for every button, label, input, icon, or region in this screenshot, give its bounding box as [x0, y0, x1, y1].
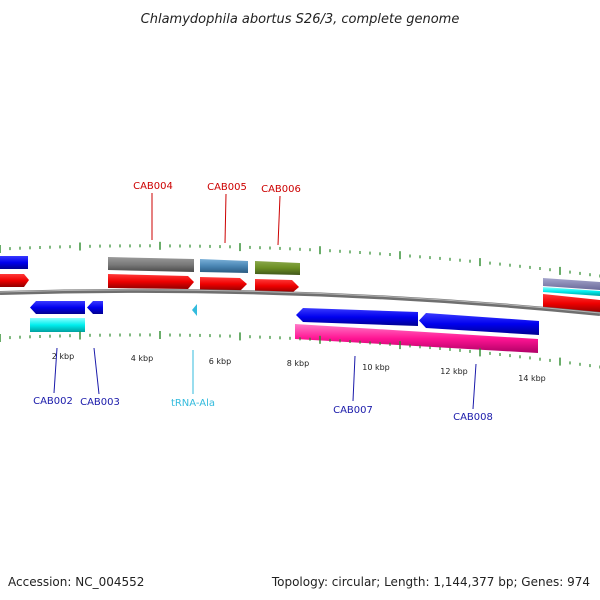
leader-line-cab006: [277, 195, 281, 246]
leader-line-cab002: [53, 347, 58, 394]
gene-label-trna-ala[interactable]: tRNA-Ala: [171, 398, 215, 409]
gene-arrow-cab007[interactable]: [296, 308, 418, 326]
gene-label-cab002[interactable]: CAB002: [33, 396, 73, 407]
gene-block-right-lavender[interactable]: [543, 278, 600, 290]
gene-block-cab002-cyan[interactable]: [30, 318, 85, 332]
gene-label-cab004[interactable]: CAB004: [133, 181, 173, 192]
bottom-feature-track: [30, 301, 539, 353]
gene-arrow-cab004[interactable]: [108, 274, 194, 289]
scale-label-8kbp: 8 kbp: [287, 359, 309, 368]
top-feature-track: [0, 256, 600, 313]
scale-label-4kbp: 4 kbp: [131, 354, 153, 363]
gene-label-cab006[interactable]: CAB006: [261, 184, 301, 195]
gene-block-cab006-olive[interactable]: [255, 261, 300, 275]
map-title: Chlamydophila abortus S26/3, complete ge…: [141, 12, 460, 27]
leader-line-cab008: [472, 363, 477, 410]
accession-text: Accession: NC_004552: [8, 575, 144, 589]
trna-ala-marker[interactable]: [192, 304, 197, 316]
gene-block-cab004-gray[interactable]: [108, 257, 194, 272]
gene-label-cab008[interactable]: CAB008: [453, 412, 493, 423]
gene-block-cab007-pink[interactable]: [295, 324, 538, 353]
gene-block-cab005-steel[interactable]: [200, 259, 248, 273]
gene-arrow-cab008[interactable]: [419, 313, 539, 335]
leader-line-cab007: [352, 355, 356, 402]
gene-label-cab007[interactable]: CAB007: [333, 405, 373, 416]
gene-label-cab005[interactable]: CAB005: [207, 182, 247, 193]
leader-line-cab005: [224, 193, 227, 244]
gene-arrow-left-edge-red[interactable]: [0, 274, 29, 287]
bottom-gene-labels: CAB002 CAB003 tRNA-Ala CAB007 CAB008: [33, 347, 493, 423]
gene-label-cab003[interactable]: CAB003: [80, 397, 120, 408]
gene-arrow-cab005[interactable]: [200, 277, 247, 291]
scale-labels: 2 kbp 4 kbp 6 kbp 8 kbp 10 kbp 12 kbp 14…: [52, 352, 546, 383]
gene-arrow-cab006[interactable]: [255, 279, 299, 293]
scale-label-10kbp: 10 kbp: [362, 363, 390, 372]
gene-arrow-left-edge-blue[interactable]: [0, 256, 28, 269]
scale-label-12kbp: 12 kbp: [440, 367, 468, 376]
scale-label-14kbp: 14 kbp: [518, 374, 546, 383]
gene-arrow-cab003[interactable]: [87, 301, 103, 314]
inner-tick-ring: [0, 331, 600, 369]
outer-tick-ring: [0, 241, 600, 278]
scale-label-2kbp: 2 kbp: [52, 352, 74, 361]
gene-arrow-cab002[interactable]: [30, 301, 85, 314]
topology-text: Topology: circular; Length: 1,144,377 bp…: [271, 575, 590, 589]
leader-line-cab003: [93, 347, 100, 395]
scale-label-6kbp: 6 kbp: [209, 357, 231, 366]
genome-backbone: [0, 288, 600, 316]
top-gene-labels: CAB004 CAB005 CAB006: [133, 181, 301, 246]
gene-block-right-cyan[interactable]: [543, 287, 600, 296]
genome-backbone-highlight: [0, 289, 600, 314]
